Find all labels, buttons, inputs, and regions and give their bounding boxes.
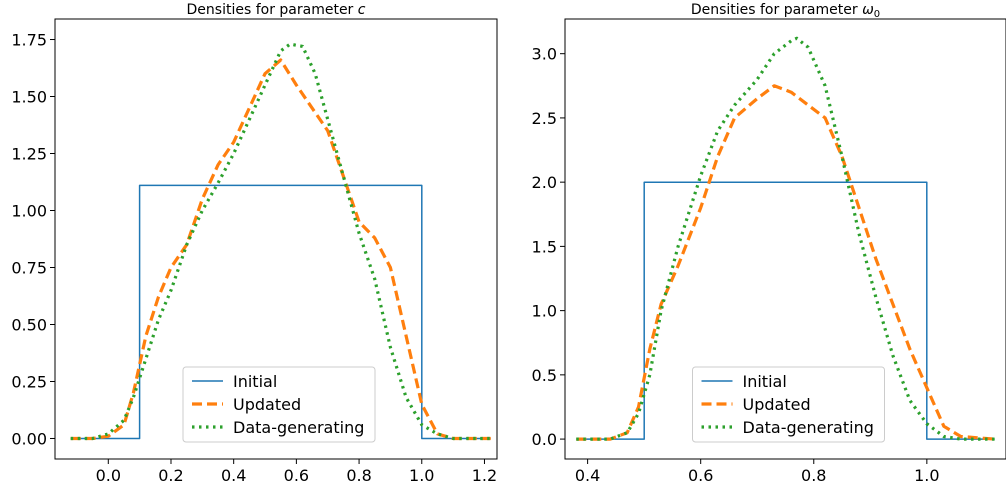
legend-label-initial: Initial (743, 372, 787, 391)
y-tick-label-0: 0.0 (532, 430, 557, 449)
legend-box (692, 366, 885, 443)
y-tick-label-3: 3.0 (532, 45, 557, 64)
y-tick-label-0: 0.00 (11, 429, 47, 448)
right-density-panel: 0.4 0.6 0.8 1.0 0.0 0.5 1.0 1.5 2.0 2.5 3.0 Densiti… (532, 2, 1006, 485)
legend: Initial Updated Data-generating (182, 366, 376, 443)
x-tick-label-0-4: 0.4 (575, 466, 600, 485)
y-tick-label-1-5: 1.50 (11, 88, 47, 107)
series-line-updated (576, 84, 995, 441)
legend-box (182, 366, 376, 443)
y-tick-label-2-5: 2.5 (532, 109, 557, 128)
y-tick-label-1: 1.0 (532, 302, 557, 321)
series-lines (70, 42, 491, 441)
y-tick-label-0-5: 0.50 (11, 315, 47, 334)
x-tick-label-0-8: 0.8 (346, 466, 371, 485)
y-tick-label-0-25: 0.25 (11, 372, 47, 391)
legend-label-updated: Updated (233, 395, 301, 414)
legend-label-initial: Initial (233, 372, 277, 391)
series-line-updated (70, 58, 491, 441)
y-tick-label-1: 1.00 (11, 202, 47, 221)
y-tick-label-1-25: 1.25 (11, 145, 47, 164)
plot-frame (564, 18, 1006, 460)
x-tick-label-0: 0.0 (96, 466, 121, 485)
series-line-initial (576, 181, 995, 440)
y-tick-label-2: 2.0 (532, 173, 557, 192)
x-tick-label-1: 1.0 (914, 466, 939, 485)
legend-label-data-generating: Data-generating (743, 418, 874, 437)
plot-frame (54, 18, 498, 460)
series-lines (576, 36, 995, 441)
legend-label-data-generating: Data-generating (233, 418, 364, 437)
legend-label-updated: Updated (743, 395, 811, 414)
left-density-panel: 0.0 0.2 0.4 0.6 0.8 1.0 1.2 0.00 0.25 0.50 0.75 1.0… (11, 2, 498, 485)
x-tick-label-0-6: 0.6 (284, 466, 309, 485)
x-tick-label-1-2: 1.2 (472, 466, 497, 485)
x-tick-label-0-2: 0.2 (158, 466, 183, 485)
y-tick-label-0-75: 0.75 (11, 258, 47, 277)
x-tick-label-0-4: 0.4 (221, 466, 246, 485)
y-tick-label-1-5: 1.5 (532, 237, 557, 256)
y-tick-label-1-75: 1.75 (11, 31, 47, 50)
series-line-initial (70, 184, 491, 440)
x-tick-label-0-8: 0.8 (801, 466, 826, 485)
legend: Initial Updated Data-generating (692, 366, 885, 443)
series-line-data-generating (70, 42, 491, 441)
chart-title: Densities for parameter ω0 (691, 2, 880, 20)
chart-title: Densities for parameter c (187, 2, 366, 18)
x-tick-label-1: 1.0 (409, 466, 434, 485)
y-tick-label-0-5: 0.5 (532, 366, 557, 385)
x-tick-label-0-6: 0.6 (688, 466, 713, 485)
